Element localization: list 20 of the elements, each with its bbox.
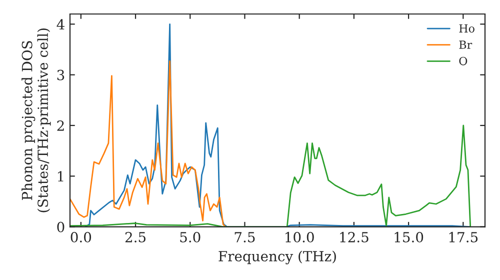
y-tick-label: 3 (57, 70, 64, 80)
x-tick-label: 2.5 (125, 232, 146, 242)
x-axis-title: Frequency (THz) (218, 250, 336, 264)
y-axis-title: Phonon projected DOS (States/THz·primitive cell) (22, 28, 51, 212)
legend-label: Br (459, 40, 472, 49)
legend-label: O (459, 56, 468, 66)
x-tick-label: 17.5 (449, 232, 478, 242)
x-tick-label: 15.0 (394, 232, 424, 242)
line-series (70, 60, 226, 227)
y-tick-label: 1 (58, 171, 64, 182)
y-tick-label: 4 (56, 19, 64, 30)
x-tick-label: 7.5 (234, 232, 255, 242)
x-tick-label: 5.0 (180, 232, 200, 242)
legend-label: Ho (459, 24, 474, 33)
x-tick-label: 12.5 (340, 232, 368, 242)
y-tick-label: 0 (57, 222, 64, 232)
line-series (70, 124, 472, 227)
x-tick-label: 0.0 (70, 232, 92, 242)
y-tick-label: 2 (57, 120, 64, 131)
x-tick-label: 10.0 (286, 232, 314, 242)
